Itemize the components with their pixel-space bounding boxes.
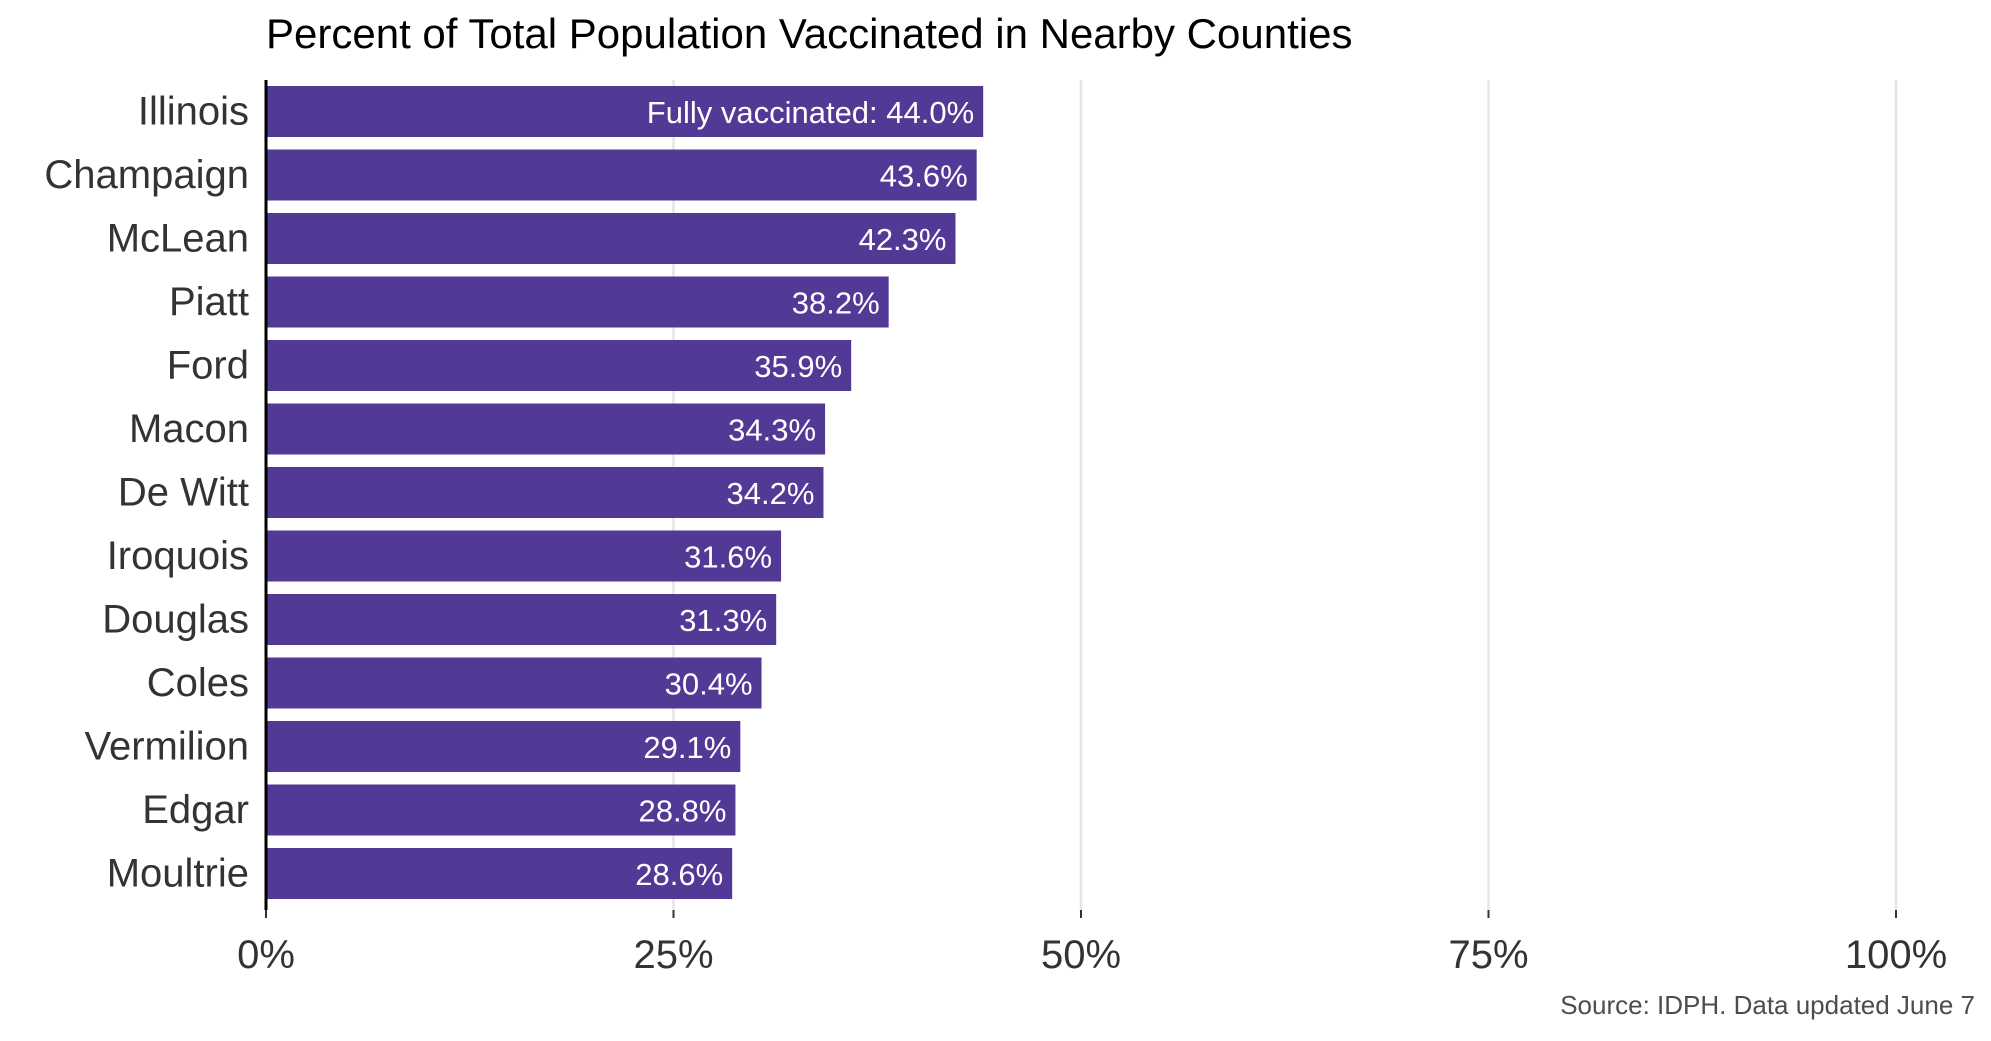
chart-caption: Source: IDPH. Data updated June 7 — [1560, 990, 1975, 1020]
bar — [266, 530, 782, 582]
category-label: Piatt — [169, 280, 249, 324]
chart-title: Percent of Total Population Vaccinated i… — [266, 10, 1353, 57]
bar — [266, 213, 956, 264]
category-label: Macon — [129, 407, 249, 451]
category-label: McLean — [107, 217, 249, 261]
data-label: Fully vaccinated: 44.0% — [647, 95, 974, 130]
category-label: Coles — [147, 661, 249, 705]
data-label: 35.9% — [754, 349, 842, 384]
bar — [266, 721, 741, 772]
x-tick-label: 100% — [1845, 933, 1947, 977]
bar — [266, 403, 826, 455]
data-label: 30.4% — [665, 667, 753, 702]
data-label: 43.6% — [880, 159, 968, 194]
category-label: Illinois — [138, 90, 249, 134]
bar — [266, 848, 733, 899]
category-label: De Witt — [118, 471, 249, 515]
data-label: 29.1% — [643, 730, 731, 765]
bar — [266, 467, 824, 518]
bar — [266, 86, 984, 137]
category-label: Vermilion — [84, 725, 249, 769]
data-label: 31.3% — [679, 603, 767, 638]
category-label: Edgar — [142, 788, 249, 832]
bar — [266, 784, 736, 836]
bar — [266, 276, 889, 328]
category-label: Moultrie — [107, 852, 249, 896]
x-tick-label: 75% — [1448, 933, 1528, 977]
x-tick-label: 50% — [1041, 933, 1121, 977]
x-tick-label: 25% — [633, 933, 713, 977]
data-label: 31.6% — [684, 540, 772, 575]
data-label: 34.2% — [727, 476, 815, 511]
bar — [266, 594, 777, 645]
bar — [266, 340, 852, 391]
data-label: 34.3% — [728, 413, 816, 448]
data-label: 42.3% — [859, 222, 947, 257]
bar — [266, 149, 977, 201]
category-label: Douglas — [102, 598, 249, 642]
x-tick-label: 0% — [237, 933, 295, 977]
data-label: 28.6% — [635, 857, 723, 892]
data-label: 38.2% — [792, 286, 880, 321]
category-label: Iroquois — [107, 534, 249, 578]
data-label: 28.8% — [639, 794, 727, 829]
category-label: Champaign — [44, 153, 249, 197]
bar — [266, 657, 762, 709]
category-label: Ford — [167, 344, 249, 388]
